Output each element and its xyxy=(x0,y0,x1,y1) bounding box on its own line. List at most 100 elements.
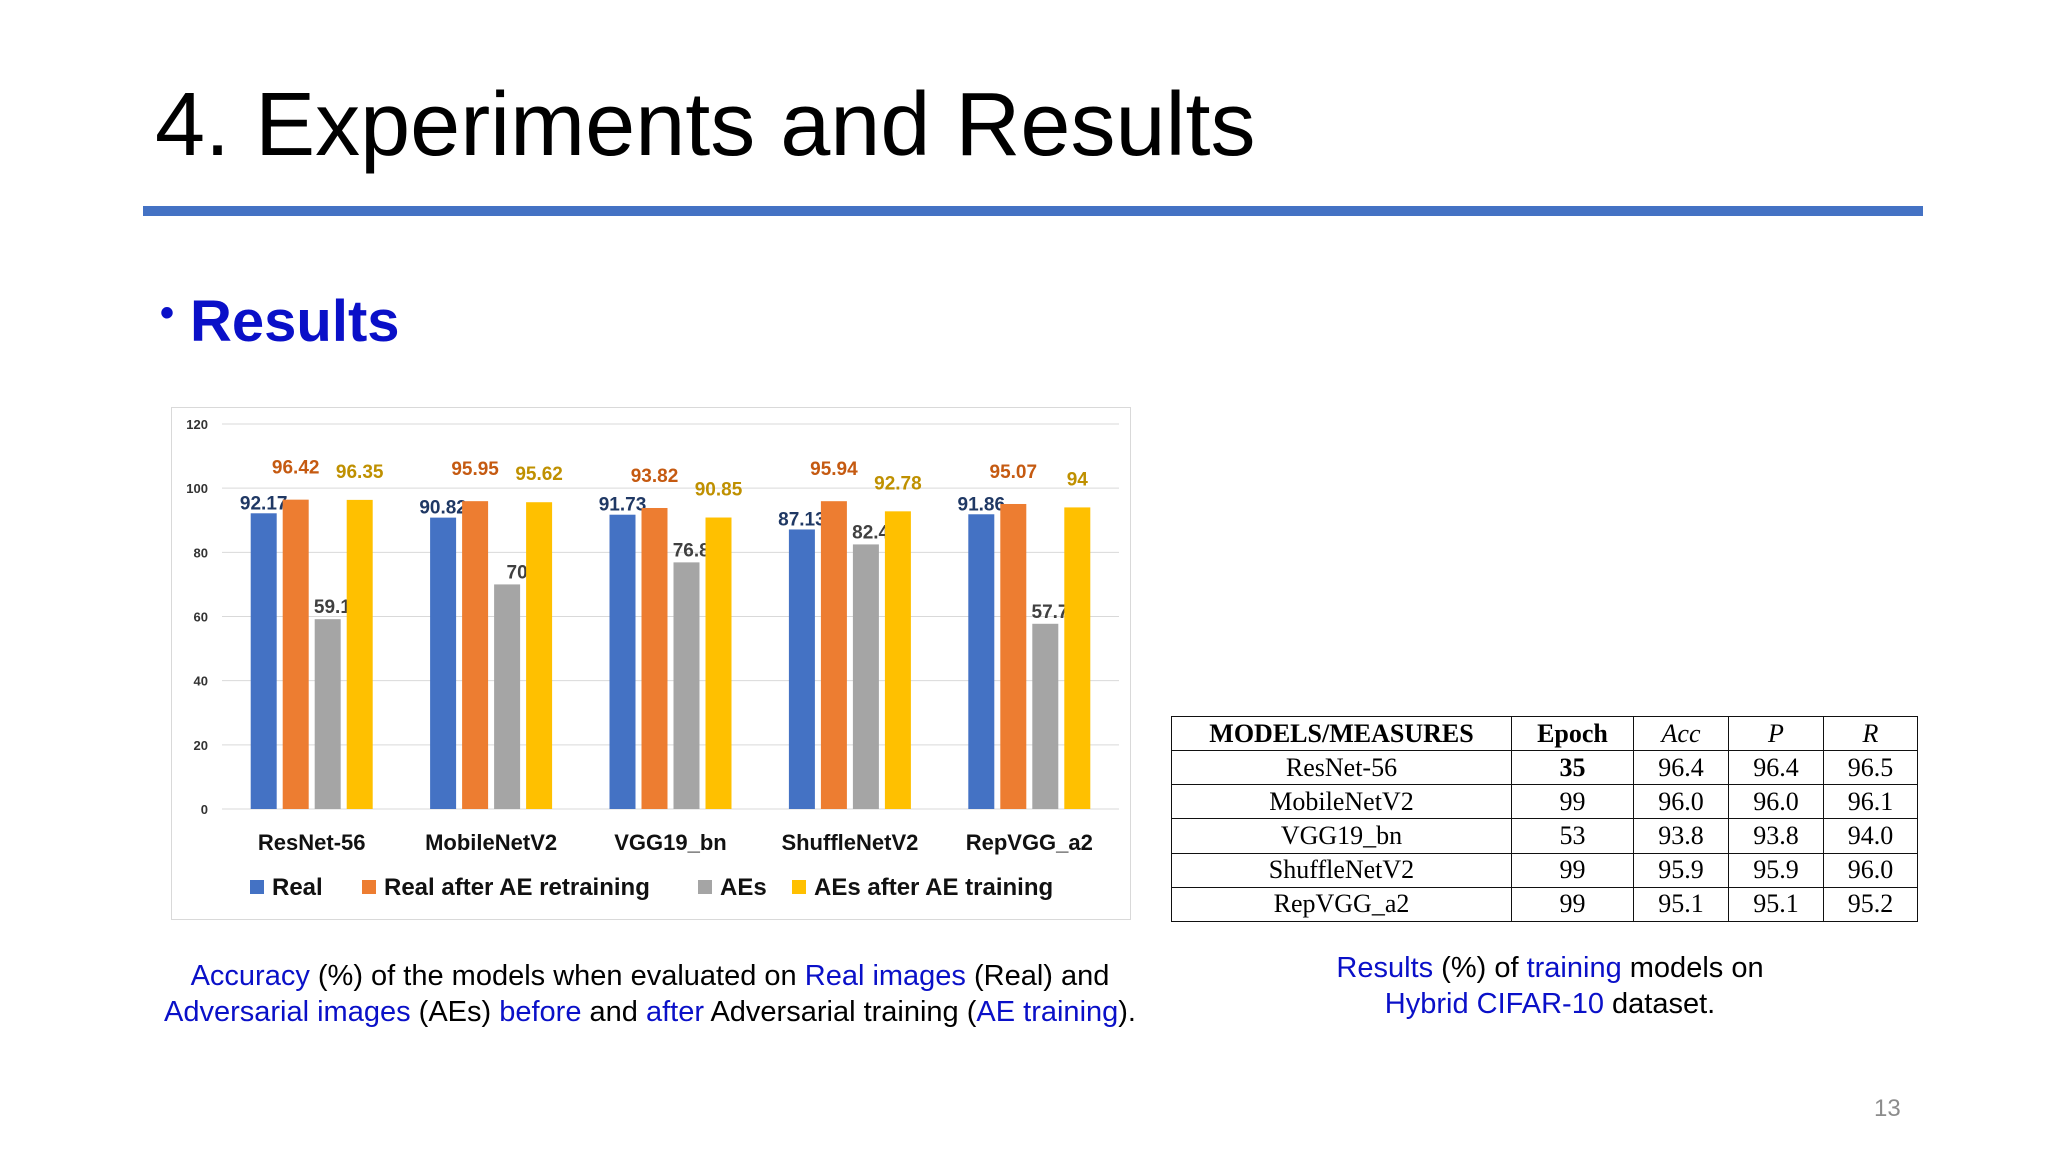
table-cell: 96.1 xyxy=(1823,784,1918,820)
bar xyxy=(346,499,373,809)
bar xyxy=(1064,507,1091,809)
table-cell: 99 xyxy=(1511,886,1634,923)
bar xyxy=(673,562,700,809)
table-cell: 99 xyxy=(1511,784,1634,820)
bar xyxy=(788,529,815,809)
legend-label: AEs xyxy=(720,874,767,901)
table-cell: 94.0 xyxy=(1823,818,1918,854)
bar xyxy=(641,507,668,809)
bar xyxy=(609,514,636,809)
caption-highlight-text: before xyxy=(499,996,582,1029)
caption-highlight-text: training xyxy=(1526,952,1622,984)
data-label: 92.78 xyxy=(874,473,922,494)
data-label: 92.17 xyxy=(240,493,288,514)
y-tick-label: 60 xyxy=(194,610,208,625)
y-tick-label: 120 xyxy=(186,417,208,432)
bullet-marker: • xyxy=(160,291,175,336)
y-tick-label: 40 xyxy=(194,674,208,689)
category-label: ResNet-56 xyxy=(258,830,366,855)
data-label: 95.62 xyxy=(515,464,563,485)
data-label: 96.35 xyxy=(336,462,384,483)
category-label: MobileNetV2 xyxy=(425,830,557,855)
table-cell: 96.0 xyxy=(1728,784,1824,820)
bar xyxy=(820,501,847,809)
legend-swatch xyxy=(250,880,264,894)
data-label: 90.85 xyxy=(695,480,743,501)
slide-title: 4. Experiments and Results xyxy=(155,75,1256,175)
table-cell: 96.4 xyxy=(1633,749,1729,786)
table-cell: 96.0 xyxy=(1633,784,1729,820)
table-cell: 93.8 xyxy=(1633,818,1729,854)
table-row: MobileNetV2 99 96.0 96.0 96.1 xyxy=(1171,784,1918,820)
table-cell: 95.2 xyxy=(1823,886,1918,923)
table-caption-line-1: Results (%) of training models on xyxy=(1270,950,1830,986)
caption-text: (%) of xyxy=(1433,952,1527,984)
data-label: 95.07 xyxy=(990,462,1038,483)
table-caption: Results (%) of training models on Hybrid… xyxy=(1270,950,1830,1023)
header-p: P xyxy=(1728,716,1824,751)
table-cell: ShuffleNetV2 xyxy=(1171,852,1512,888)
table-cell: VGG19_bn xyxy=(1171,818,1512,854)
bar xyxy=(852,544,879,809)
results-bullet: • Results xyxy=(160,288,400,355)
data-label: 94 xyxy=(1067,469,1089,490)
y-tick-label: 20 xyxy=(194,738,208,753)
bar xyxy=(282,499,309,809)
caption-text: ). xyxy=(1118,996,1136,1029)
table-row: RepVGG_a2 99 95.1 95.1 95.2 xyxy=(1171,886,1918,923)
caption-highlight-text: Hybrid CIFAR-10 xyxy=(1384,988,1604,1021)
table-cell: 96.4 xyxy=(1728,749,1824,786)
header-models: MODELS/MEASURES xyxy=(1171,716,1512,751)
legend-label: Real after AE retraining xyxy=(384,874,650,901)
caption-highlight-text: Adversarial images xyxy=(164,996,411,1029)
legend-label: Real xyxy=(272,874,323,901)
table-caption-line-2: Hybrid CIFAR-10 dataset. xyxy=(1270,986,1830,1022)
table-cell: 96.5 xyxy=(1823,749,1918,786)
chart-caption-line-1: Accuracy (%) of the models when evaluate… xyxy=(150,958,1150,994)
table-cell: 35 xyxy=(1511,749,1634,786)
table-cell: MobileNetV2 xyxy=(1171,784,1512,820)
table-cell: 95.1 xyxy=(1728,886,1824,923)
table-cell: 93.8 xyxy=(1728,818,1824,854)
chart-caption: Accuracy (%) of the models when evaluate… xyxy=(150,958,1150,1031)
category-label: ShuffleNetV2 xyxy=(781,830,918,855)
caption-highlight-text: AE training xyxy=(976,996,1119,1029)
bar xyxy=(884,511,911,809)
header-epoch: Epoch xyxy=(1511,716,1634,751)
data-label: 91.86 xyxy=(958,494,1006,515)
bar xyxy=(430,517,457,809)
category-label: VGG19_bn xyxy=(614,830,726,855)
table-header-row: MODELS/MEASURES Epoch Acc P R xyxy=(1171,716,1918,751)
caption-highlight-text: Results xyxy=(1336,952,1434,984)
accuracy-bar-chart: 0 20 40 60 80 100 120 92.17 96.42 59.16 96.35 ResNe… xyxy=(171,407,1131,920)
table-cell: 95.9 xyxy=(1728,852,1824,888)
bar xyxy=(314,619,341,809)
bar xyxy=(705,517,732,809)
table-row: ResNet-56 35 96.4 96.4 96.5 xyxy=(1171,749,1918,786)
table-cell: 95.9 xyxy=(1633,852,1729,888)
data-label: 91.73 xyxy=(599,495,647,516)
title-underline xyxy=(143,206,1923,216)
data-label: 90.82 xyxy=(419,498,467,519)
data-label: 96.42 xyxy=(272,458,320,479)
caption-highlight-text: Accuracy xyxy=(190,960,310,992)
data-label: 95.95 xyxy=(451,459,499,480)
header-r: R xyxy=(1823,716,1918,751)
table-cell: 95.1 xyxy=(1633,886,1729,923)
table-cell: RepVGG_a2 xyxy=(1171,886,1512,923)
legend-swatch xyxy=(698,880,712,894)
caption-text: models on xyxy=(1621,952,1764,984)
data-label: 93.82 xyxy=(631,466,679,487)
category-label: RepVGG_a2 xyxy=(966,830,1093,855)
caption-text: Adversarial training ( xyxy=(704,996,977,1029)
table-cell: ResNet-56 xyxy=(1171,749,1512,786)
bar xyxy=(250,513,277,809)
chart-svg: 02040608010012092.1796.4259.1696.35ResNe… xyxy=(186,417,1119,901)
y-tick-label: 100 xyxy=(186,481,208,496)
table-cell: 53 xyxy=(1511,818,1634,854)
data-label: 70 xyxy=(507,562,528,583)
header-acc: Acc xyxy=(1633,716,1729,751)
caption-text: (AEs) xyxy=(410,996,500,1029)
legend-swatch xyxy=(362,880,376,894)
bar xyxy=(968,514,995,809)
